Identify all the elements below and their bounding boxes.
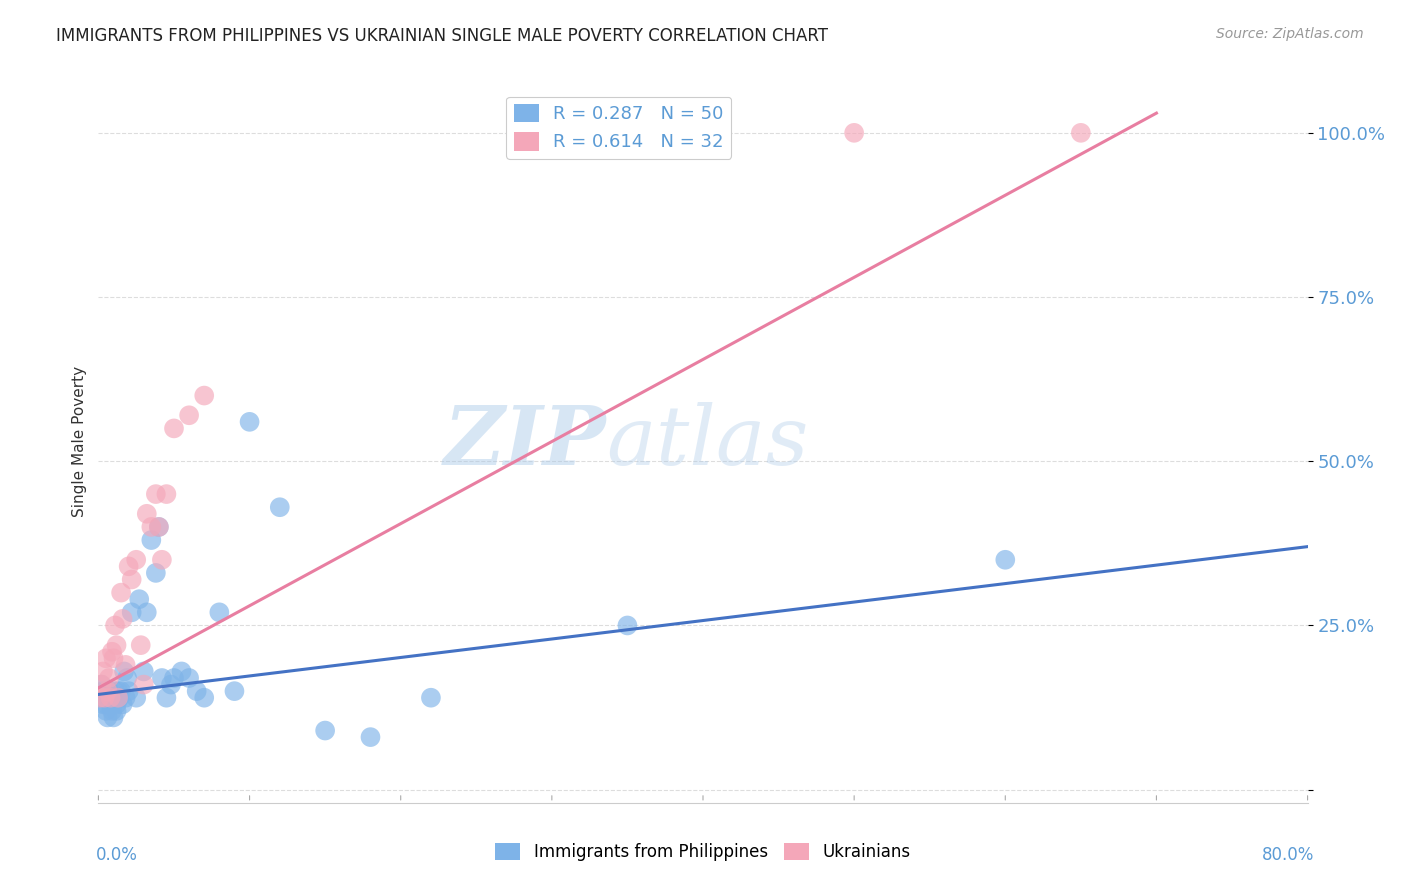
Point [239, 415, 262, 429]
Point [160, 677, 183, 691]
Point [129, 638, 152, 652]
Point [90, 677, 112, 691]
Text: ZIP: ZIP [444, 401, 606, 482]
Point [145, 566, 167, 580]
Point [108, 690, 131, 705]
Point [616, 618, 638, 632]
Point [135, 605, 157, 619]
Point [193, 388, 215, 402]
Point [170, 665, 193, 679]
Text: 80.0%: 80.0% [1263, 846, 1315, 863]
Point [96, 710, 118, 724]
Text: 0.0%: 0.0% [96, 846, 138, 863]
Point [844, 126, 866, 140]
Point [107, 684, 129, 698]
Point [994, 553, 1017, 567]
Point [148, 520, 170, 534]
Point [98, 671, 121, 685]
Point [186, 684, 208, 698]
Point [269, 500, 291, 515]
Point [132, 665, 155, 679]
Point [141, 520, 163, 534]
Point [103, 651, 125, 665]
Text: Source: ZipAtlas.com: Source: ZipAtlas.com [1216, 27, 1364, 41]
Point [91, 665, 114, 679]
Point [155, 487, 177, 501]
Point [128, 592, 150, 607]
Point [94, 651, 117, 665]
Point [111, 698, 134, 712]
Point [107, 690, 129, 705]
Point [121, 573, 143, 587]
Point [93, 690, 115, 705]
Point [110, 684, 132, 698]
Point [91, 684, 114, 698]
Point [148, 520, 170, 534]
Point [132, 677, 155, 691]
Point [179, 409, 201, 423]
Point [163, 671, 186, 685]
Point [91, 698, 114, 712]
Point [105, 698, 128, 712]
Point [104, 618, 127, 632]
Point [114, 690, 136, 705]
Point [90, 677, 112, 691]
Point [1070, 126, 1092, 140]
Point [360, 730, 382, 744]
Point [208, 605, 231, 619]
Point [98, 690, 121, 705]
Point [121, 605, 143, 619]
Point [145, 487, 167, 501]
Point [150, 671, 173, 685]
Point [103, 710, 125, 724]
Point [118, 684, 141, 698]
Y-axis label: Single Male Poverty: Single Male Poverty [72, 366, 87, 517]
Point [125, 690, 148, 705]
Point [94, 704, 117, 718]
Text: IMMIGRANTS FROM PHILIPPINES VS UKRAINIAN SINGLE MALE POVERTY CORRELATION CHART: IMMIGRANTS FROM PHILIPPINES VS UKRAINIAN… [56, 27, 828, 45]
Point [94, 698, 117, 712]
Point [100, 690, 122, 705]
Point [114, 657, 136, 672]
Point [163, 421, 186, 435]
Point [141, 533, 163, 547]
Point [125, 553, 148, 567]
Text: atlas: atlas [606, 401, 808, 482]
Point [101, 645, 124, 659]
Point [224, 684, 246, 698]
Legend: Immigrants from Philippines, Ukrainians: Immigrants from Philippines, Ukrainians [488, 836, 918, 868]
Point [105, 638, 128, 652]
Point [103, 690, 125, 705]
Point [101, 704, 124, 718]
Point [314, 723, 336, 738]
Point [96, 684, 118, 698]
Point [98, 684, 121, 698]
Point [112, 665, 135, 679]
Point [105, 704, 128, 718]
Point [89, 690, 111, 705]
Point [420, 690, 443, 705]
Point [193, 690, 215, 705]
Point [155, 690, 177, 705]
Point [150, 553, 173, 567]
Point [100, 698, 122, 712]
Point [135, 507, 157, 521]
Point [111, 612, 134, 626]
Point [118, 559, 141, 574]
Point [110, 585, 132, 599]
Point [179, 671, 201, 685]
Point [115, 671, 138, 685]
Legend: R = 0.287   N = 50, R = 0.614   N = 32: R = 0.287 N = 50, R = 0.614 N = 32 [506, 96, 731, 159]
Point [93, 690, 115, 705]
Point [89, 690, 111, 705]
Point [104, 684, 127, 698]
